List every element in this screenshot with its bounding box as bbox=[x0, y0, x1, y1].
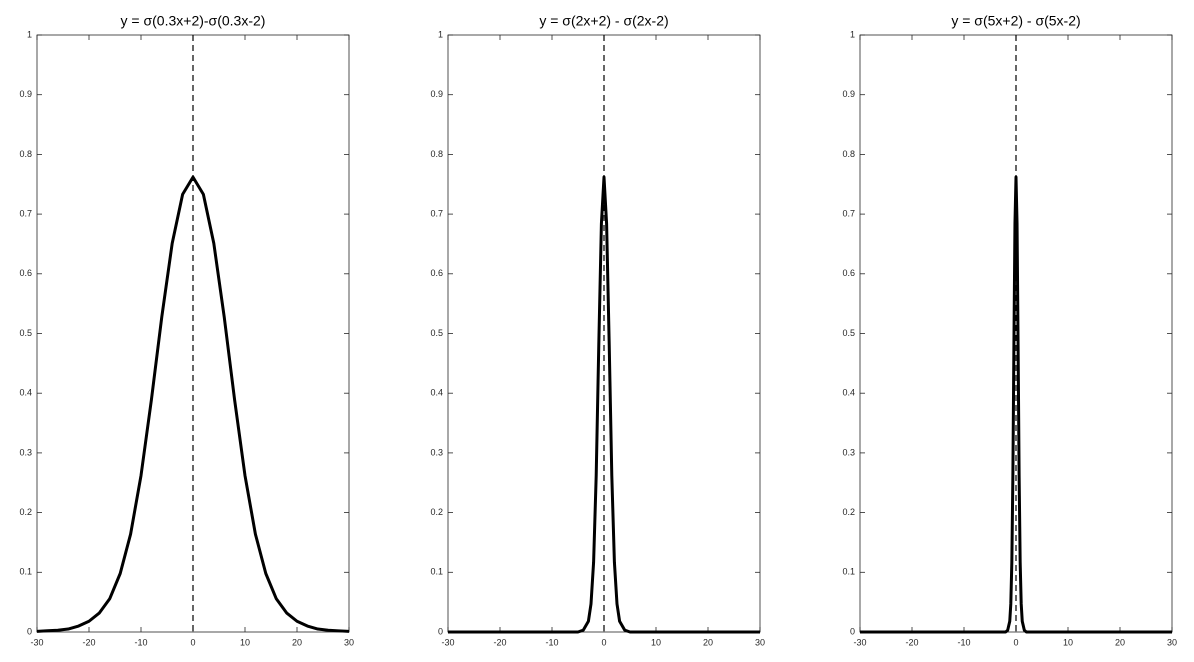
chart-title: y = σ(0.3x+2)-σ(0.3x-2) bbox=[121, 13, 266, 29]
x-tick-label: -10 bbox=[545, 637, 558, 647]
axes-box bbox=[447, 34, 761, 633]
y-tick-label: 0.1 bbox=[842, 567, 855, 577]
y-tick-label: 0.2 bbox=[19, 507, 32, 517]
x-tick-label: -30 bbox=[853, 637, 866, 647]
y-tick-label: 0.9 bbox=[842, 89, 855, 99]
x-tick-label: -10 bbox=[957, 637, 970, 647]
y-tick-label: 1 bbox=[27, 29, 32, 39]
y-tick-label: 0.3 bbox=[842, 447, 855, 457]
y-tick-label: 1 bbox=[438, 29, 443, 39]
curve bbox=[36, 175, 350, 633]
curve bbox=[860, 175, 1172, 634]
y-tick-label: 0.7 bbox=[842, 208, 855, 218]
axes-box bbox=[36, 34, 350, 633]
x-tick-label: 30 bbox=[755, 637, 765, 647]
y-tick-label: 0.8 bbox=[19, 149, 32, 159]
y-tick-label: 0.3 bbox=[430, 447, 443, 457]
y-tick-label: 0.3 bbox=[19, 447, 32, 457]
y-tick-label: 0.5 bbox=[842, 328, 855, 338]
y-tick-label: 0.5 bbox=[19, 328, 32, 338]
x-tick-label: 10 bbox=[240, 637, 250, 647]
x-tick-label: 30 bbox=[344, 637, 354, 647]
x-tick-label: 10 bbox=[1063, 637, 1073, 647]
y-tick-label: 0.1 bbox=[19, 567, 32, 577]
y-tick-label: 0.4 bbox=[842, 388, 855, 398]
x-tick-label: 0 bbox=[190, 637, 195, 647]
y-tick-label: 0.9 bbox=[430, 89, 443, 99]
x-tick-label: 20 bbox=[1115, 637, 1125, 647]
axes-box bbox=[859, 34, 1173, 633]
y-tick-label: 0.2 bbox=[430, 507, 443, 517]
y-tick-label: 0.4 bbox=[19, 388, 32, 398]
chart-title: y = σ(2x+2) - σ(2x-2) bbox=[539, 13, 668, 29]
y-tick-label: 0.8 bbox=[842, 149, 855, 159]
x-tick-label: 0 bbox=[601, 637, 606, 647]
y-tick-label: 1 bbox=[850, 29, 855, 39]
y-tick-label: 0 bbox=[850, 626, 855, 636]
x-tick-label: 20 bbox=[292, 637, 302, 647]
x-tick-label: -10 bbox=[134, 637, 147, 647]
y-tick-label: 0.2 bbox=[842, 507, 855, 517]
y-tick-label: 0.7 bbox=[19, 208, 32, 218]
x-tick-label: 20 bbox=[703, 637, 713, 647]
x-tick-label: -20 bbox=[82, 637, 95, 647]
x-tick-label: -20 bbox=[493, 637, 506, 647]
y-tick-label: 0.6 bbox=[19, 268, 32, 278]
x-tick-label: -30 bbox=[30, 637, 43, 647]
x-tick-label: -20 bbox=[905, 637, 918, 647]
y-tick-label: 0.8 bbox=[430, 149, 443, 159]
y-tick-label: 0.7 bbox=[430, 208, 443, 218]
x-tick-label: -30 bbox=[441, 637, 454, 647]
y-tick-label: 0.6 bbox=[842, 268, 855, 278]
curve bbox=[448, 175, 760, 634]
x-tick-label: 0 bbox=[1013, 637, 1018, 647]
x-tick-label: 10 bbox=[651, 637, 661, 647]
y-tick-label: 0 bbox=[27, 626, 32, 636]
y-tick-label: 0 bbox=[438, 626, 443, 636]
y-tick-label: 0.5 bbox=[430, 328, 443, 338]
y-tick-label: 0.1 bbox=[430, 567, 443, 577]
y-tick-label: 0.9 bbox=[19, 89, 32, 99]
chart-title: y = σ(5x+2) - σ(5x-2) bbox=[951, 13, 1080, 29]
x-tick-label: 30 bbox=[1167, 637, 1177, 647]
y-tick-label: 0.6 bbox=[430, 268, 443, 278]
y-tick-label: 0.4 bbox=[430, 388, 443, 398]
